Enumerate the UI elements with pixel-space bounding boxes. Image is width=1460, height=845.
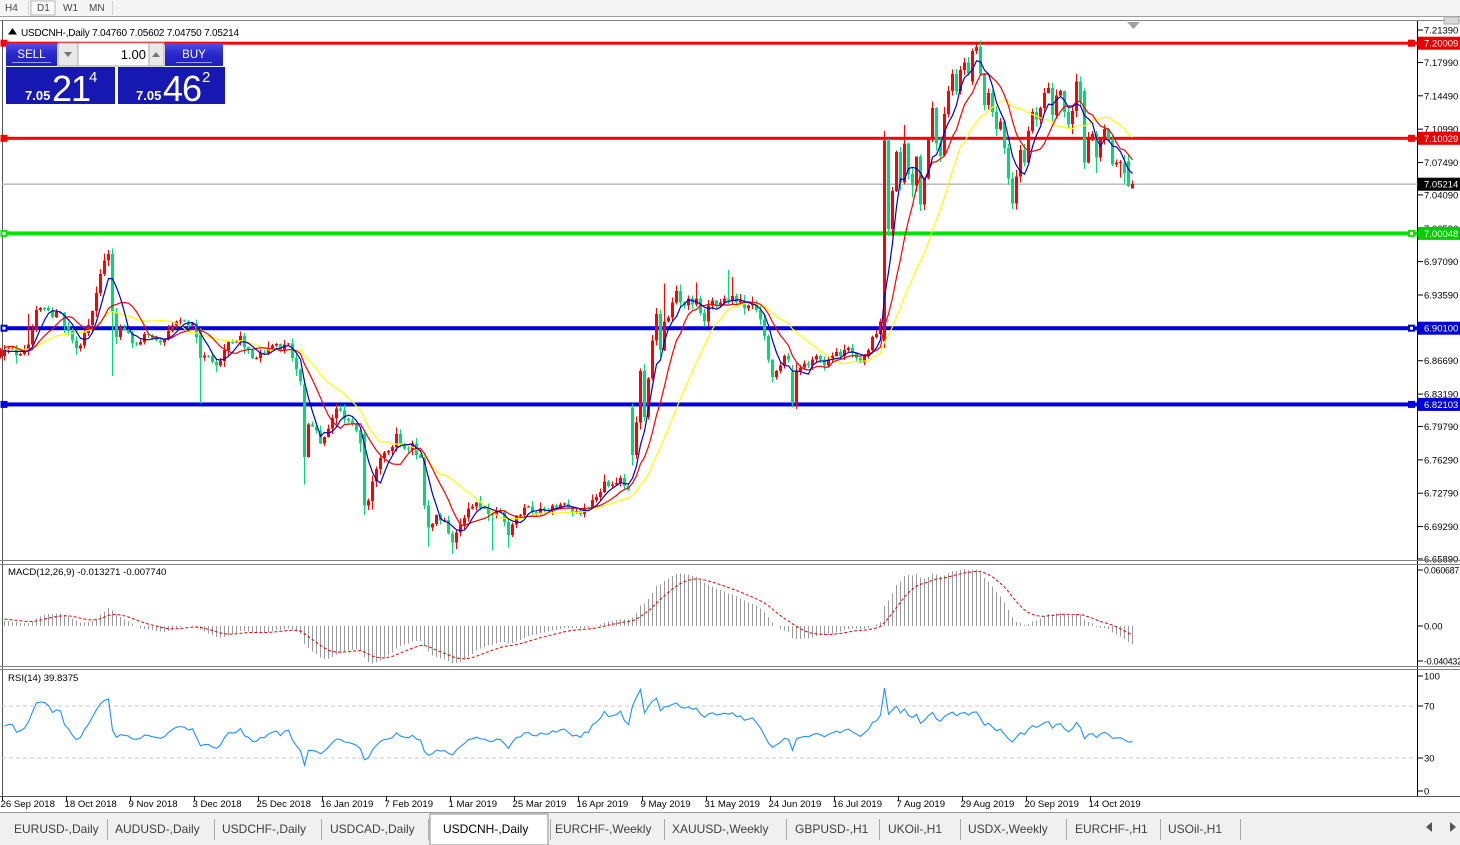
svg-text:GBPUSD-,H1: GBPUSD-,H1 (795, 822, 869, 836)
svg-text:6.93590: 6.93590 (1424, 291, 1458, 302)
svg-text:20 Sep 2019: 20 Sep 2019 (1025, 799, 1079, 810)
svg-text:W1: W1 (63, 3, 78, 14)
svg-text:0.00: 0.00 (1424, 622, 1443, 633)
svg-text:RSI(14) 39.8375: RSI(14) 39.8375 (8, 673, 78, 684)
svg-text:USDCAD-,Daily: USDCAD-,Daily (330, 822, 415, 836)
svg-text:EURUSD-,Daily: EURUSD-,Daily (14, 822, 99, 836)
svg-text:7.05: 7.05 (25, 88, 50, 103)
svg-text:SELL: SELL (17, 49, 46, 61)
svg-text:MN: MN (89, 3, 105, 14)
svg-text:0.060687: 0.060687 (1424, 566, 1459, 576)
svg-text:9 May 2019: 9 May 2019 (641, 799, 691, 810)
svg-text:6.97090: 6.97090 (1424, 257, 1458, 268)
svg-text:21: 21 (52, 68, 90, 109)
svg-text:7 Aug 2019: 7 Aug 2019 (897, 799, 946, 810)
svg-text:7.10029: 7.10029 (1424, 134, 1458, 145)
svg-text:16 Jan 2019: 16 Jan 2019 (321, 799, 374, 810)
svg-text:24 Jun 2019: 24 Jun 2019 (769, 799, 822, 810)
svg-text:6.83190: 6.83190 (1424, 390, 1458, 401)
svg-text:EURCHF-,Weekly: EURCHF-,Weekly (555, 822, 651, 836)
svg-text:30: 30 (1424, 754, 1435, 765)
svg-text:26 Sep 2018: 26 Sep 2018 (1, 799, 55, 810)
svg-text:MACD(12,26,9) -0.013271 -0.007: MACD(12,26,9) -0.013271 -0.007740 (8, 567, 166, 578)
svg-text:6.82103: 6.82103 (1424, 400, 1458, 411)
svg-text:AUDUSD-,Daily: AUDUSD-,Daily (115, 822, 200, 836)
svg-text:BUY: BUY (182, 49, 206, 61)
svg-text:H4: H4 (5, 3, 18, 14)
svg-text:6.69290: 6.69290 (1424, 522, 1458, 533)
svg-text:9 Nov 2018: 9 Nov 2018 (129, 799, 178, 810)
svg-text:7.17990: 7.17990 (1424, 58, 1458, 69)
svg-text:16 Apr 2019: 16 Apr 2019 (577, 799, 629, 810)
svg-text:D1: D1 (37, 3, 50, 14)
svg-text:18 Oct 2018: 18 Oct 2018 (65, 799, 117, 810)
svg-text:7.05: 7.05 (136, 88, 161, 103)
svg-text:7.21390: 7.21390 (1424, 26, 1458, 37)
svg-text:7.10990: 7.10990 (1424, 125, 1458, 136)
svg-text:USDX-,Weekly: USDX-,Weekly (968, 822, 1048, 836)
svg-text:3 Dec 2018: 3 Dec 2018 (193, 799, 242, 810)
svg-text:14 Oct 2019: 14 Oct 2019 (1089, 799, 1141, 810)
svg-text:USDCHF-,Daily: USDCHF-,Daily (222, 822, 306, 836)
svg-text:29 Aug 2019: 29 Aug 2019 (961, 799, 1015, 810)
svg-text:7.07490: 7.07490 (1424, 158, 1458, 169)
svg-text:1.00: 1.00 (121, 47, 146, 62)
svg-text:USOil-,H1: USOil-,H1 (1168, 822, 1222, 836)
svg-text:2: 2 (202, 69, 210, 86)
svg-text:16 Jul 2019: 16 Jul 2019 (833, 799, 883, 810)
svg-text:7.04090: 7.04090 (1424, 190, 1458, 201)
svg-text:46: 46 (163, 68, 201, 109)
svg-text:USDCNH-,Daily 7.04760 7.05602: USDCNH-,Daily 7.04760 7.05602 7.04750 7.… (21, 28, 239, 39)
svg-text:6.72790: 6.72790 (1424, 489, 1458, 500)
svg-text:7.05214: 7.05214 (1424, 180, 1458, 191)
svg-text:-0.040432: -0.040432 (1424, 657, 1460, 667)
svg-text:70: 70 (1424, 702, 1435, 713)
svg-text:100: 100 (1424, 672, 1440, 683)
svg-text:31 May 2019: 31 May 2019 (705, 799, 760, 810)
svg-text:6.86690: 6.86690 (1424, 356, 1458, 367)
svg-text:6.90100: 6.90100 (1424, 324, 1458, 335)
svg-text:EURCHF-,H1: EURCHF-,H1 (1075, 822, 1148, 836)
svg-text:XAUUSD-,Weekly: XAUUSD-,Weekly (672, 822, 768, 836)
svg-text:UKOil-,H1: UKOil-,H1 (888, 822, 942, 836)
svg-text:7.20009: 7.20009 (1424, 39, 1458, 50)
svg-text:4: 4 (89, 69, 97, 86)
svg-text:0: 0 (1424, 787, 1429, 798)
svg-text:6.79790: 6.79790 (1424, 422, 1458, 433)
svg-text:USDCNH-,Daily: USDCNH-,Daily (443, 822, 528, 836)
svg-text:25 Mar 2019: 25 Mar 2019 (513, 799, 567, 810)
svg-text:7 Feb 2019: 7 Feb 2019 (385, 799, 434, 810)
svg-text:1 Mar 2019: 1 Mar 2019 (449, 799, 498, 810)
svg-text:25 Dec 2018: 25 Dec 2018 (257, 799, 311, 810)
svg-text:7.00048: 7.00048 (1424, 229, 1458, 240)
svg-text:6.76290: 6.76290 (1424, 455, 1458, 466)
svg-text:7.14490: 7.14490 (1424, 91, 1458, 102)
